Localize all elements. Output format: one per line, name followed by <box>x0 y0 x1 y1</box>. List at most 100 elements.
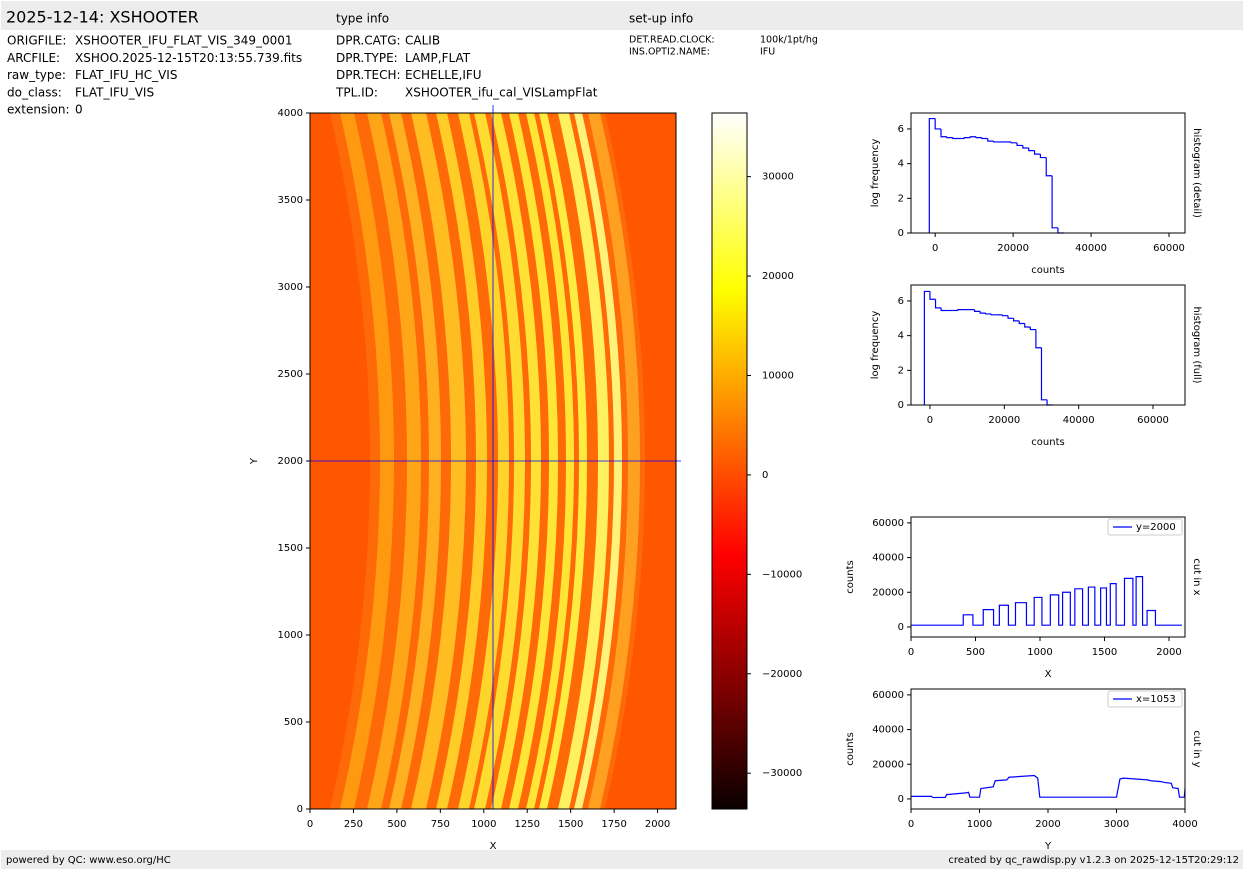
y-tick-label: 3000 <box>278 282 303 293</box>
info-key: INS.OPTI2.NAME: <box>629 47 710 58</box>
histogram-step <box>1024 323 1031 328</box>
x-tick-label: 0 <box>927 415 933 426</box>
histogram-step <box>929 291 936 300</box>
colorbar-tick-label: −30000 <box>762 768 802 779</box>
x-tick-label: 0 <box>908 819 914 830</box>
series-line <box>911 774 1186 799</box>
histogram-step <box>981 137 988 140</box>
x-tick-label: 1500 <box>558 819 583 830</box>
histogram-step <box>1035 329 1042 349</box>
axes-frame <box>910 516 1186 638</box>
image-stripe <box>436 113 487 809</box>
info-value: 100k/1pt/hg <box>760 35 818 46</box>
histogram-step <box>1039 154 1047 159</box>
info-value: 0 <box>75 103 83 117</box>
x-axis-label: Y <box>1044 841 1052 852</box>
histogram-step <box>946 136 953 139</box>
histogram-step <box>973 309 981 312</box>
histogram-step <box>1018 320 1025 325</box>
image-stripe <box>389 113 441 809</box>
x-tick-label: 500 <box>387 819 406 830</box>
histogram-step <box>1001 314 1009 317</box>
histogram-step <box>957 309 964 311</box>
y-tick-label: 0 <box>297 804 303 815</box>
y-tick-label: 40000 <box>872 553 904 564</box>
section-title: type info <box>336 12 389 26</box>
histogram-step <box>1010 141 1018 144</box>
y-axis-label: log frequency <box>870 311 881 380</box>
x-tick-label: 2000 <box>1035 819 1060 830</box>
info-value: CALIB <box>405 34 440 48</box>
x-tick-label: 1000 <box>471 819 496 830</box>
x-tick-label: 20000 <box>997 243 1029 254</box>
info-key: raw_type: <box>7 68 66 82</box>
y-tick-label: 3500 <box>278 195 303 206</box>
histogram-step <box>952 137 959 140</box>
histogram-step <box>923 290 930 405</box>
x-tick-label: 60000 <box>1153 243 1185 254</box>
y-tick-label: 1000 <box>278 630 303 641</box>
histogram-step <box>1007 315 1014 319</box>
x-tick-label: 40000 <box>1063 415 1095 426</box>
info-value: IFU <box>760 47 775 58</box>
x-axis-label: counts <box>1031 265 1064 276</box>
x-tick-label: 3000 <box>1104 819 1129 830</box>
header-bar <box>1 1 1243 30</box>
histogram-step <box>1040 347 1048 401</box>
x-tick-label: 1500 <box>1092 647 1117 658</box>
y-axis-label: log frequency <box>870 139 881 208</box>
side-label: histogram (detail) <box>1191 128 1202 218</box>
histogram-step <box>1033 150 1041 155</box>
histogram-step <box>1045 157 1053 177</box>
x-tick-label: 1750 <box>601 819 626 830</box>
histogram-step <box>993 141 1000 143</box>
x-tick-label: 60000 <box>1137 415 1169 426</box>
axes-frame <box>910 112 1186 234</box>
colorbar-tick-label: −20000 <box>762 669 802 680</box>
image-stripe <box>411 113 466 809</box>
axes-frame <box>910 688 1186 810</box>
y-tick-label: 2500 <box>278 369 303 380</box>
x-tick-label: 750 <box>431 819 450 830</box>
histogram-step <box>1046 399 1053 406</box>
info-key: ARCFILE: <box>7 51 60 65</box>
image-stripe <box>367 113 421 809</box>
histogram-step <box>1016 142 1023 147</box>
x-tick-label: 0 <box>307 819 313 830</box>
side-label: histogram (full) <box>1191 306 1202 383</box>
legend-label: y=2000 <box>1136 522 1176 533</box>
image-stripe <box>574 113 622 809</box>
histogram-step <box>928 117 936 233</box>
histogram-step <box>940 128 947 138</box>
y-tick-label: 2 <box>898 193 904 204</box>
y-tick-label: 60000 <box>872 518 904 529</box>
x-tick-label: 40000 <box>1075 243 1107 254</box>
x-tick-label: 20000 <box>988 415 1020 426</box>
side-label: cut in x <box>1191 558 1202 595</box>
info-key: DET.READ.CLOCK: <box>629 35 715 46</box>
y-tick-label: 4 <box>898 331 904 342</box>
colorbar-tick-label: 30000 <box>762 172 794 183</box>
y-tick-label: 4 <box>898 159 904 170</box>
y-tick-label: 0 <box>898 622 904 633</box>
image-stripe <box>491 113 541 809</box>
histogram-step <box>1029 326 1036 331</box>
y-tick-label: 500 <box>284 717 303 728</box>
x-tick-label: 1000 <box>1027 647 1052 658</box>
axes-frame <box>910 284 1186 406</box>
info-key: DPR.CATG: <box>336 34 401 48</box>
colorbar-tick-label: 10000 <box>762 370 794 381</box>
histogram-step <box>969 136 977 138</box>
footer-left: powered by QC: www.eso.org/HC <box>6 855 171 866</box>
histogram-step <box>1022 145 1029 149</box>
histogram-step <box>934 118 942 130</box>
histogram-step <box>1051 175 1058 229</box>
legend-box <box>1107 690 1183 708</box>
info-value: FLAT_IFU_HC_VIS <box>75 68 177 82</box>
info-key: TPL.ID: <box>335 85 378 99</box>
image-stripe <box>509 113 558 809</box>
y-tick-label: 0 <box>898 400 904 411</box>
image-stripe <box>458 113 509 809</box>
info-value: XSHOO.2025-12-15T20:13:55.739.fits <box>75 51 302 65</box>
colorbar-tick-label: 20000 <box>762 271 794 282</box>
